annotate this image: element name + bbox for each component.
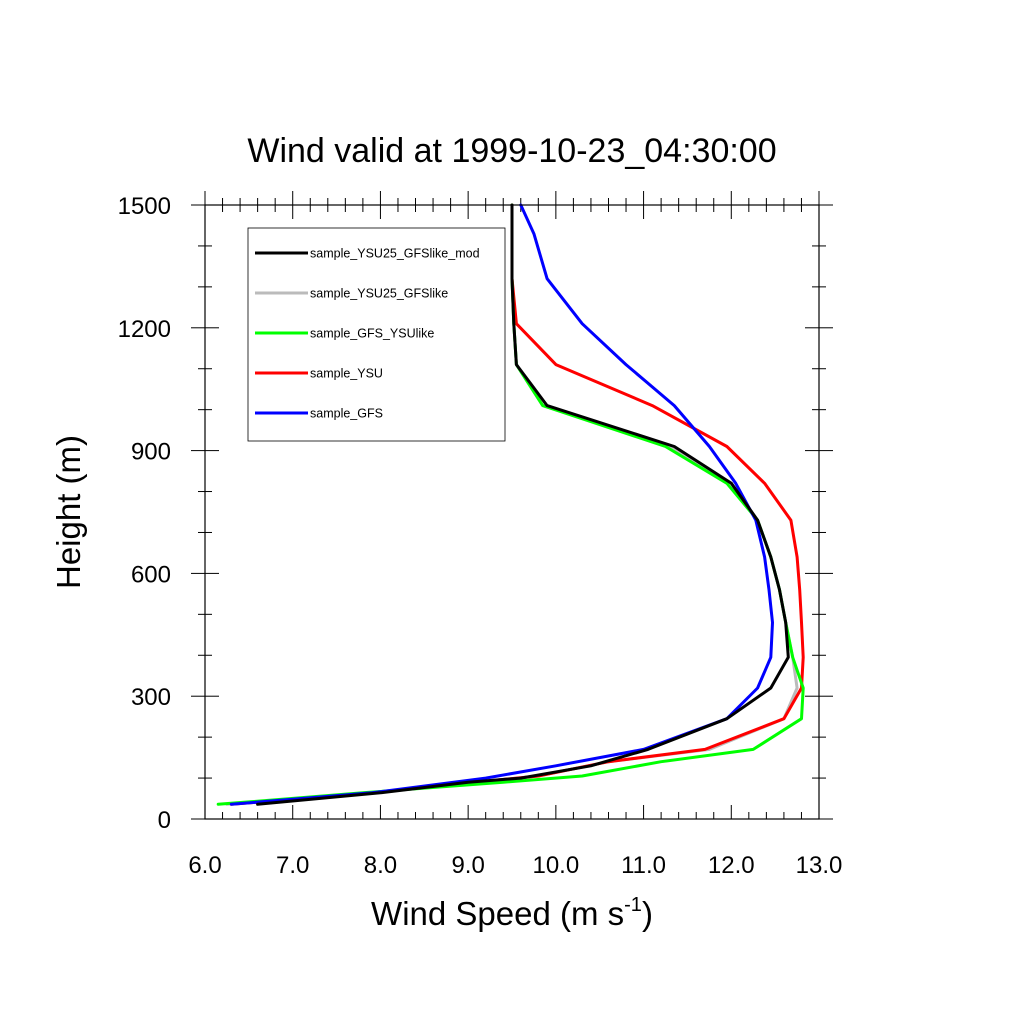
x-tick-label: 11.0 [621, 852, 666, 879]
y-tick-label: 0 [158, 807, 171, 834]
y-tick-labels: 0 300 600 900 1200 1500 [118, 193, 171, 834]
axis-ticks [191, 191, 833, 820]
x-tick-labels: 6.0 7.0 8.0 9.0 10.0 11.0 12.0 13.0 [188, 852, 842, 879]
legend-label: sample_YSU25_GFSlike [310, 287, 448, 301]
legend: sample_YSU25_GFSlike_mod sample_YSU25_GFS… [247, 227, 506, 442]
x-tick-label: 8.0 [364, 852, 397, 879]
y-tick-label: 900 [131, 439, 171, 466]
y-tick-label: 600 [131, 561, 171, 588]
series-line-sample_GFS [229, 203, 774, 806]
y-axis-title: Height (m) [50, 435, 87, 589]
series-layer [216, 203, 805, 806]
x-tick-label: 12.0 [708, 852, 755, 879]
x-axis-title: Wind Speed (m s-1) [371, 894, 653, 932]
x-tick-label: 9.0 [451, 852, 484, 879]
y-tick-label: 1200 [118, 316, 171, 343]
series-line-sample_YSU25_GFSlike_mod [256, 203, 790, 806]
legend-label: sample_GFS [310, 407, 383, 421]
x-tick-label: 6.0 [188, 852, 221, 879]
legend-label: sample_YSU [310, 367, 383, 381]
legend-label: sample_GFS_YSUlike [310, 327, 434, 341]
legend-label: sample_YSU25_GFSlike_mod [310, 247, 480, 261]
chart-title: Wind valid at 1999-10-23_04:30:00 [247, 132, 776, 170]
plot-frame [204, 204, 820, 820]
x-tick-label: 7.0 [276, 852, 309, 879]
y-tick-label: 300 [131, 684, 171, 711]
x-tick-label: 13.0 [796, 852, 843, 879]
y-tick-label: 1500 [118, 193, 171, 220]
x-tick-label: 10.0 [532, 852, 579, 879]
